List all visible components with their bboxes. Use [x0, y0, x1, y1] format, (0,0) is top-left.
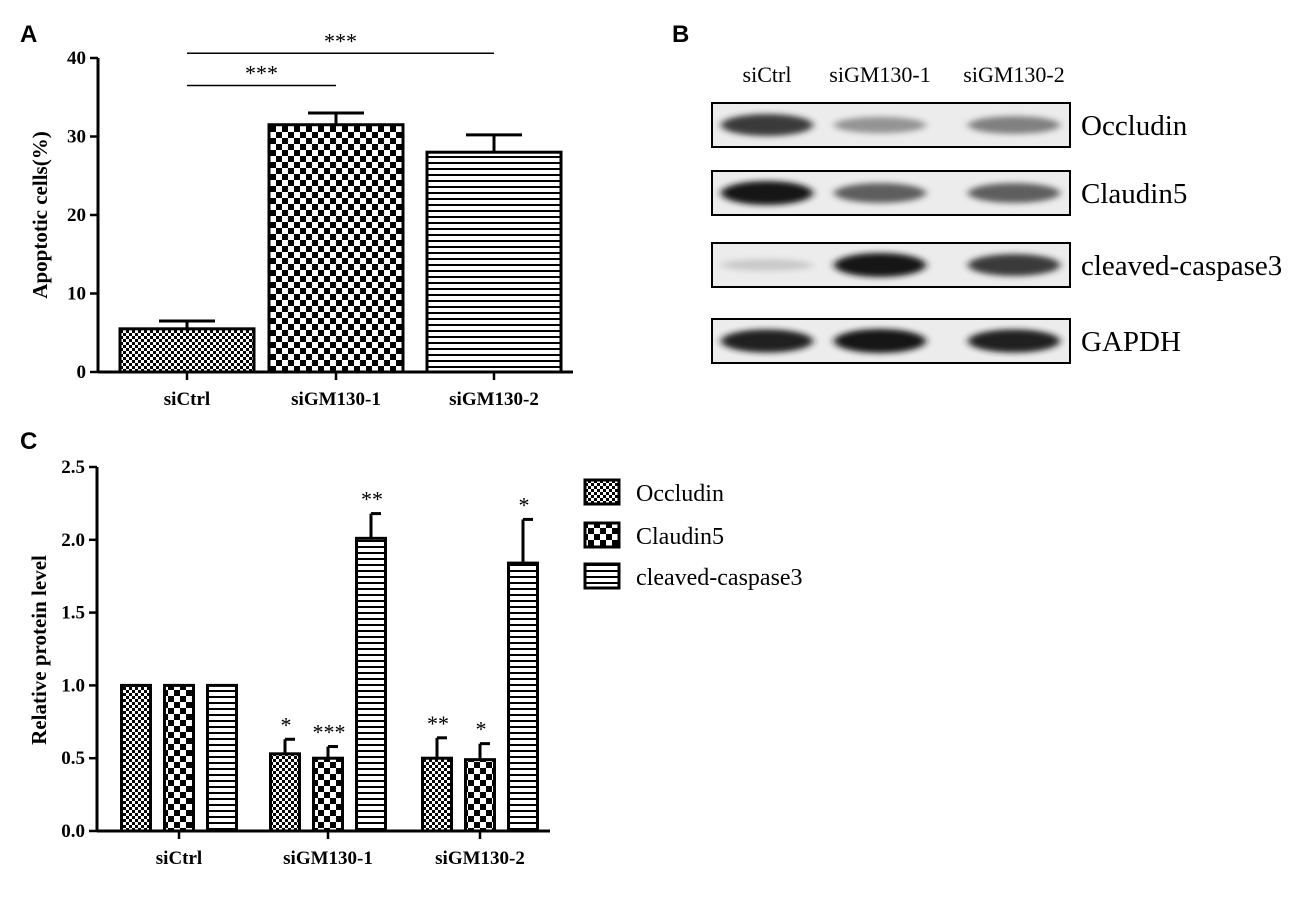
legend-label: Occludin [636, 481, 724, 507]
chart-c-y-tick-label: 1.0 [61, 675, 85, 696]
chart-c-bar [206, 683, 238, 833]
chart-c-bar [355, 536, 387, 833]
chart-a-category-label: siGM130-2 [449, 389, 539, 410]
chart-c-category-label: siCtrl [156, 848, 202, 869]
blot-band [721, 181, 813, 205]
chart-c-y-axis-label: Relative protein level [27, 555, 51, 745]
blot-band [968, 329, 1060, 353]
blot-row-label: Occludin [1081, 110, 1188, 142]
chart-a-y-tick-label: 30 [67, 127, 86, 148]
chart-a-y-tick-label: 20 [67, 205, 86, 226]
blot-row: Occludin [711, 102, 1188, 148]
blot-lane-label: siCtrl [743, 62, 792, 87]
blot-band [834, 183, 926, 203]
blot-lane-label: siGM130-1 [829, 62, 930, 87]
chart-c-y-tick-label: 1.5 [61, 603, 85, 624]
chart-c-significance-label: *** [313, 720, 346, 745]
chart-c-bar [163, 683, 195, 833]
blot-band [968, 183, 1060, 203]
chart-c-y-tick-label: 0.5 [61, 748, 85, 769]
blot-band [968, 254, 1060, 276]
western-blot: siCtrl siGM130-1 siGM130-2 Occludin Claudin5… [711, 62, 1282, 364]
chart-a-y-axis-label: Apoptotic cells(%) [28, 131, 52, 298]
chart-a-y-tick-label: 10 [67, 284, 86, 305]
chart-a-y-tick-label: 0 [77, 362, 87, 383]
chart-a-y-tick-label: 40 [67, 48, 86, 69]
chart-c-significance-label: * [281, 712, 292, 737]
blot-band [721, 114, 813, 136]
blot-row: GAPDH [711, 318, 1181, 364]
chart-a-category-label: siGM130-1 [291, 389, 381, 410]
blot-row-label: GAPDH [1081, 326, 1181, 358]
blot-band [834, 253, 926, 277]
chart-c-bar [507, 561, 539, 833]
panel-letter-b: B [672, 21, 689, 48]
chart-c-significance-label: ** [427, 711, 449, 736]
chart-c: Relative protein level 0.0 0.5 1.0 1.5 2.0 2.… [27, 457, 550, 869]
blot-band [834, 116, 926, 134]
chart-c-significance-label: * [476, 717, 487, 742]
chart-a-significance-label: *** [324, 28, 357, 53]
chart-c-y-tick-label: 0.0 [61, 821, 85, 842]
chart-c-bar [269, 752, 301, 833]
blot-row: Claudin5 [711, 170, 1187, 216]
panel-letter-a: A [20, 21, 37, 48]
chart-c-bar [120, 683, 152, 833]
legend-label: Claudin5 [636, 524, 724, 550]
legend-label: cleaved-caspase3 [636, 565, 803, 591]
chart-c-significance-label: ** [361, 487, 383, 512]
chart-c-category-label: siGM130-1 [283, 848, 373, 869]
chart-a-bar [267, 123, 405, 374]
chart-c-category-label: siGM130-2 [435, 848, 525, 869]
blot-band [721, 259, 813, 271]
chart-a-significance-label: *** [245, 60, 278, 85]
blot-band [968, 116, 1060, 134]
blot-row: cleaved-caspase3 [711, 242, 1282, 288]
chart-a: Apoptotic cells(%) 0 10 20 30 40 siCtrl siGM13… [28, 28, 573, 410]
blot-band [721, 329, 813, 353]
blot-lane-label: siGM130-2 [963, 62, 1064, 87]
chart-a-category-label: siCtrl [164, 389, 210, 410]
chart-c-bar [464, 758, 496, 833]
chart-c-bar [421, 756, 453, 833]
legend-swatch [583, 478, 621, 506]
chart-c-y-tick-label: 2.5 [61, 457, 85, 478]
blot-row-label: Claudin5 [1081, 178, 1187, 210]
chart-a-bar [118, 327, 256, 374]
legend-swatch [583, 521, 621, 549]
chart-c-significance-label: * [519, 492, 530, 517]
blot-band [834, 329, 926, 353]
panel-letter-c: C [20, 428, 37, 455]
chart-a-bar [425, 150, 563, 374]
chart-c-bar [312, 756, 344, 833]
chart-c-y-tick-label: 2.0 [61, 530, 85, 551]
blot-row-label: cleaved-caspase3 [1081, 250, 1282, 282]
legend-swatch [583, 562, 621, 590]
chart-c-legend: Occludin Claudin5 cleaved-caspase3 [583, 478, 803, 591]
